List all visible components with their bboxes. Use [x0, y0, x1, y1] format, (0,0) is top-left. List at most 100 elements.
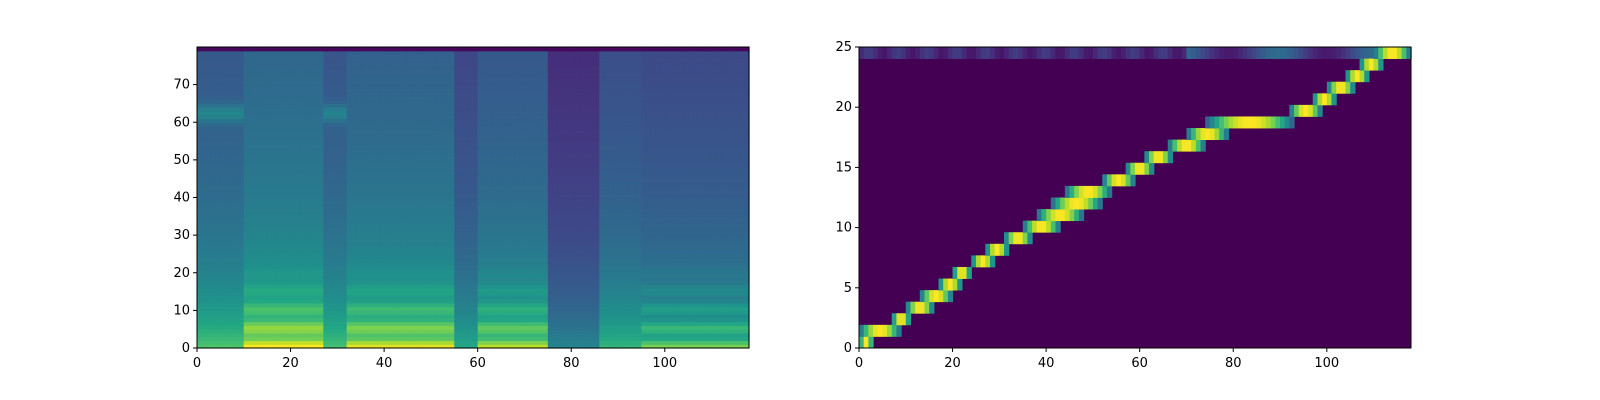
heatmap-cell: [202, 220, 207, 224]
heatmap-cell: [277, 303, 282, 307]
heatmap-cell: [361, 280, 366, 284]
heatmap-cell: [351, 58, 356, 62]
heatmap-cell: [408, 175, 413, 179]
heatmap-cell: [342, 280, 347, 284]
heatmap-cell: [206, 47, 211, 51]
heatmap-cell: [417, 295, 422, 299]
heatmap-cell: [440, 77, 445, 81]
heatmap-cell: [291, 58, 296, 62]
heatmap-cell: [356, 220, 361, 224]
heatmap-cell: [230, 280, 235, 284]
heatmap-cell: [225, 318, 230, 322]
heatmap-cell: [393, 130, 398, 134]
heatmap-cell: [286, 122, 291, 126]
heatmap-cell: [370, 273, 375, 277]
heatmap-cell: [309, 292, 314, 296]
heatmap-cell: [319, 77, 324, 81]
heatmap-cell: [248, 340, 253, 344]
heatmap-cell: [464, 201, 469, 205]
heatmap-cell: [202, 118, 207, 122]
heatmap-cell: [220, 258, 225, 262]
heatmap-cell: [291, 179, 296, 183]
heatmap-cell: [450, 122, 455, 126]
heatmap-cell: [464, 277, 469, 281]
heatmap-cell: [379, 160, 384, 164]
heatmap-cell: [337, 137, 342, 141]
heatmap-cell: [356, 299, 361, 303]
heatmap-cell: [384, 182, 389, 186]
heatmap-cell: [412, 175, 417, 179]
heatmap-cell: [347, 307, 352, 311]
heatmap-cell: [258, 340, 263, 344]
heatmap-cell: [253, 216, 258, 220]
heatmap-cell: [408, 269, 413, 273]
heatmap-cell: [459, 284, 464, 288]
heatmap-cell: [258, 310, 263, 314]
heatmap-cell: [417, 58, 422, 62]
heatmap-cell: [342, 198, 347, 202]
heatmap-cell: [473, 333, 478, 337]
heatmap-cell: [253, 73, 258, 77]
heatmap-cell: [314, 122, 319, 126]
heatmap-cell: [239, 92, 244, 96]
heatmap-cell: [323, 126, 328, 130]
heatmap-cell: [272, 160, 277, 164]
heatmap-cell: [319, 273, 324, 277]
heatmap-cell: [459, 164, 464, 168]
heatmap-cell: [379, 198, 384, 202]
heatmap-cell: [319, 152, 324, 156]
heatmap-cell: [365, 182, 370, 186]
heatmap-cell: [482, 246, 487, 250]
heatmap-cell: [328, 149, 333, 153]
heatmap-cell: [291, 160, 296, 164]
heatmap-cell: [323, 216, 328, 220]
heatmap-cell: [422, 329, 427, 333]
heatmap-cell: [234, 70, 239, 74]
heatmap-cell: [347, 141, 352, 145]
heatmap-cell: [309, 261, 314, 265]
heatmap-cell: [417, 167, 422, 171]
heatmap-cell: [365, 167, 370, 171]
heatmap-cell: [431, 77, 436, 81]
heatmap-cell: [328, 216, 333, 220]
heatmap-cell: [379, 70, 384, 74]
heatmap-cell: [197, 160, 202, 164]
heatmap-cell: [225, 303, 230, 307]
heatmap-cell: [426, 85, 431, 89]
heatmap-cell: [422, 58, 427, 62]
heatmap-cell: [197, 171, 202, 175]
heatmap-cell: [426, 70, 431, 74]
heatmap-cell: [277, 88, 282, 92]
heatmap-cell: [281, 299, 286, 303]
heatmap-cell: [220, 175, 225, 179]
heatmap-cell: [351, 171, 356, 175]
heatmap-cell: [206, 85, 211, 89]
heatmap-cell: [356, 85, 361, 89]
heatmap-cell: [258, 299, 263, 303]
heatmap-cell: [487, 216, 492, 220]
heatmap-cell: [351, 103, 356, 107]
heatmap-cell: [389, 179, 394, 183]
heatmap-cell: [361, 66, 366, 70]
heatmap-cell: [473, 273, 478, 277]
heatmap-cell: [281, 269, 286, 273]
heatmap-cell: [468, 70, 473, 74]
heatmap-cell: [295, 261, 300, 265]
heatmap-cell: [459, 51, 464, 55]
heatmap-cell: [319, 134, 324, 138]
heatmap-cell: [384, 310, 389, 314]
heatmap-cell: [286, 216, 291, 220]
heatmap-cell: [258, 179, 263, 183]
heatmap-cell: [291, 122, 296, 126]
heatmap-cell: [328, 284, 333, 288]
heatmap-cell: [464, 88, 469, 92]
heatmap-cell: [295, 81, 300, 85]
heatmap-cell: [389, 182, 394, 186]
heatmap-cell: [291, 51, 296, 55]
heatmap-cell: [403, 273, 408, 277]
heatmap-cell: [403, 220, 408, 224]
heatmap-cell: [365, 325, 370, 329]
heatmap-cell: [403, 182, 408, 186]
heatmap-cell: [403, 149, 408, 153]
heatmap-cell: [361, 145, 366, 149]
